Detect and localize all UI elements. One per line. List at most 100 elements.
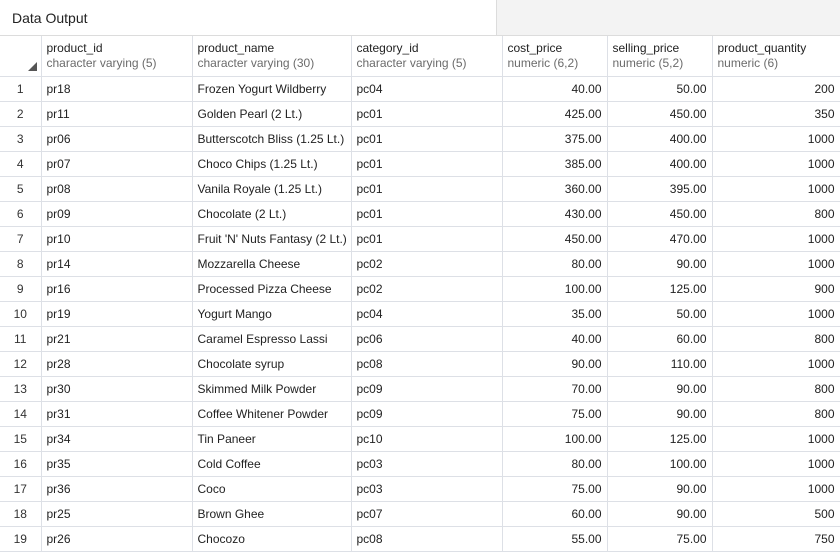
row-number[interactable]: 5 [0, 176, 42, 202]
column-header[interactable]: category_id character varying (5) [351, 36, 503, 77]
cell-product-id[interactable]: pr06 [41, 126, 193, 152]
cell-selling-price[interactable]: 90.00 [607, 501, 713, 527]
cell-product-name[interactable]: Chocolate syrup [192, 351, 352, 377]
cell-cost-price[interactable]: 75.00 [502, 401, 608, 427]
cell-product-name[interactable]: Frozen Yogurt Wildberry [192, 76, 352, 102]
cell-product-name[interactable]: Skimmed Milk Powder [192, 376, 352, 402]
cell-cost-price[interactable]: 360.00 [502, 176, 608, 202]
cell-cost-price[interactable]: 385.00 [502, 151, 608, 177]
cell-cost-price[interactable]: 450.00 [502, 226, 608, 252]
cell-category-id[interactable]: pc06 [351, 326, 503, 352]
table-row[interactable]: 2 pr11 Golden Pearl (2 Lt.) pc01 425.00 450.0… [0, 101, 840, 127]
cell-product-quantity[interactable]: 900 [712, 276, 840, 302]
table-row[interactable]: 8 pr14 Mozzarella Cheese pc02 80.00 90.00 1000 [0, 251, 840, 277]
cell-product-quantity[interactable]: 350 [712, 101, 840, 127]
cell-product-name[interactable]: Tin Paneer [192, 426, 352, 452]
cell-product-name[interactable]: Cold Coffee [192, 451, 352, 477]
table-row[interactable]: 1 pr18 Frozen Yogurt Wildberry pc04 40.00 50.… [0, 76, 840, 102]
column-header[interactable]: product_name character varying (30) [192, 36, 352, 77]
cell-product-quantity[interactable]: 750 [712, 526, 840, 552]
column-header[interactable]: selling_price numeric (5,2) [607, 36, 713, 77]
cell-product-name[interactable]: Butterscotch Bliss (1.25 Lt.) [192, 126, 352, 152]
cell-cost-price[interactable]: 40.00 [502, 326, 608, 352]
cell-product-id[interactable]: pr35 [41, 451, 193, 477]
cell-product-quantity[interactable]: 1000 [712, 226, 840, 252]
cell-category-id[interactable]: pc01 [351, 226, 503, 252]
cell-selling-price[interactable]: 125.00 [607, 426, 713, 452]
cell-product-name[interactable]: Golden Pearl (2 Lt.) [192, 101, 352, 127]
row-number[interactable]: 15 [0, 426, 42, 452]
cell-selling-price[interactable]: 450.00 [607, 201, 713, 227]
cell-cost-price[interactable]: 55.00 [502, 526, 608, 552]
cell-selling-price[interactable]: 90.00 [607, 476, 713, 502]
cell-product-id[interactable]: pr30 [41, 376, 193, 402]
cell-product-quantity[interactable]: 1000 [712, 426, 840, 452]
cell-cost-price[interactable]: 40.00 [502, 76, 608, 102]
cell-cost-price[interactable]: 80.00 [502, 251, 608, 277]
cell-selling-price[interactable]: 90.00 [607, 401, 713, 427]
cell-product-id[interactable]: pr36 [41, 476, 193, 502]
cell-product-quantity[interactable]: 800 [712, 376, 840, 402]
table-row[interactable]: 18 pr25 Brown Ghee pc07 60.00 90.00 500 [0, 501, 840, 527]
cell-product-quantity[interactable]: 1000 [712, 126, 840, 152]
table-row[interactable]: 5 pr08 Vanila Royale (1.25 Lt.) pc01 360.00 3… [0, 176, 840, 202]
column-header[interactable]: product_id character varying (5) [41, 36, 193, 77]
tab-data-output[interactable]: Data Output [0, 0, 497, 35]
row-number[interactable]: 1 [0, 76, 42, 102]
cell-category-id[interactable]: pc04 [351, 76, 503, 102]
cell-product-quantity[interactable]: 200 [712, 76, 840, 102]
cell-selling-price[interactable]: 50.00 [607, 76, 713, 102]
cell-category-id[interactable]: pc01 [351, 176, 503, 202]
cell-product-quantity[interactable]: 1000 [712, 476, 840, 502]
cell-product-name[interactable]: Mozzarella Cheese [192, 251, 352, 277]
column-header[interactable]: cost_price numeric (6,2) [502, 36, 608, 77]
table-row[interactable]: 10 pr19 Yogurt Mango pc04 35.00 50.00 1000 [0, 301, 840, 327]
cell-product-id[interactable]: pr19 [41, 301, 193, 327]
table-row[interactable]: 12 pr28 Chocolate syrup pc08 90.00 110.00 1000 [0, 351, 840, 377]
row-number[interactable]: 11 [0, 326, 42, 352]
table-row[interactable]: 7 pr10 Fruit 'N' Nuts Fantasy (2 Lt.) pc01 4… [0, 226, 840, 252]
cell-selling-price[interactable]: 470.00 [607, 226, 713, 252]
cell-category-id[interactable]: pc01 [351, 126, 503, 152]
row-number[interactable]: 9 [0, 276, 42, 302]
table-row[interactable]: 11 pr21 Caramel Espresso Lassi pc06 40.00 60.… [0, 326, 840, 352]
cell-selling-price[interactable]: 400.00 [607, 151, 713, 177]
cell-product-id[interactable]: pr21 [41, 326, 193, 352]
cell-category-id[interactable]: pc02 [351, 251, 503, 277]
cell-selling-price[interactable]: 75.00 [607, 526, 713, 552]
row-number[interactable]: 6 [0, 201, 42, 227]
cell-product-name[interactable]: Choco Chips (1.25 Lt.) [192, 151, 352, 177]
row-number[interactable]: 13 [0, 376, 42, 402]
row-number[interactable]: 8 [0, 251, 42, 277]
cell-product-quantity[interactable]: 800 [712, 326, 840, 352]
cell-selling-price[interactable]: 60.00 [607, 326, 713, 352]
cell-product-name[interactable]: Fruit 'N' Nuts Fantasy (2 Lt.) [192, 226, 352, 252]
cell-product-id[interactable]: pr34 [41, 426, 193, 452]
cell-cost-price[interactable]: 60.00 [502, 501, 608, 527]
cell-product-id[interactable]: pr10 [41, 226, 193, 252]
cell-product-quantity[interactable]: 800 [712, 201, 840, 227]
cell-selling-price[interactable]: 400.00 [607, 126, 713, 152]
cell-product-quantity[interactable]: 1000 [712, 301, 840, 327]
table-row[interactable]: 13 pr30 Skimmed Milk Powder pc09 70.00 90.00 8… [0, 376, 840, 402]
cell-category-id[interactable]: pc01 [351, 151, 503, 177]
cell-category-id[interactable]: pc01 [351, 201, 503, 227]
cell-selling-price[interactable]: 110.00 [607, 351, 713, 377]
cell-selling-price[interactable]: 125.00 [607, 276, 713, 302]
cell-category-id[interactable]: pc03 [351, 476, 503, 502]
cell-product-name[interactable]: Brown Ghee [192, 501, 352, 527]
cell-product-id[interactable]: pr18 [41, 76, 193, 102]
row-number[interactable]: 18 [0, 501, 42, 527]
cell-category-id[interactable]: pc07 [351, 501, 503, 527]
table-row[interactable]: 14 pr31 Coffee Whitener Powder pc09 75.00 90.… [0, 401, 840, 427]
table-row[interactable]: 16 pr35 Cold Coffee pc03 80.00 100.00 1000 [0, 451, 840, 477]
cell-product-id[interactable]: pr26 [41, 526, 193, 552]
table-row[interactable]: 4 pr07 Choco Chips (1.25 Lt.) pc01 385.00 400… [0, 151, 840, 177]
table-row[interactable]: 6 pr09 Chocolate (2 Lt.) pc01 430.00 450.00 80… [0, 201, 840, 227]
row-number[interactable]: 17 [0, 476, 42, 502]
column-header[interactable]: product_quantity numeric (6) [712, 36, 840, 77]
cell-product-quantity[interactable]: 800 [712, 401, 840, 427]
cell-product-id[interactable]: pr28 [41, 351, 193, 377]
table-row[interactable]: 3 pr06 Butterscotch Bliss (1.25 Lt.) pc01 37… [0, 126, 840, 152]
cell-category-id[interactable]: pc03 [351, 451, 503, 477]
